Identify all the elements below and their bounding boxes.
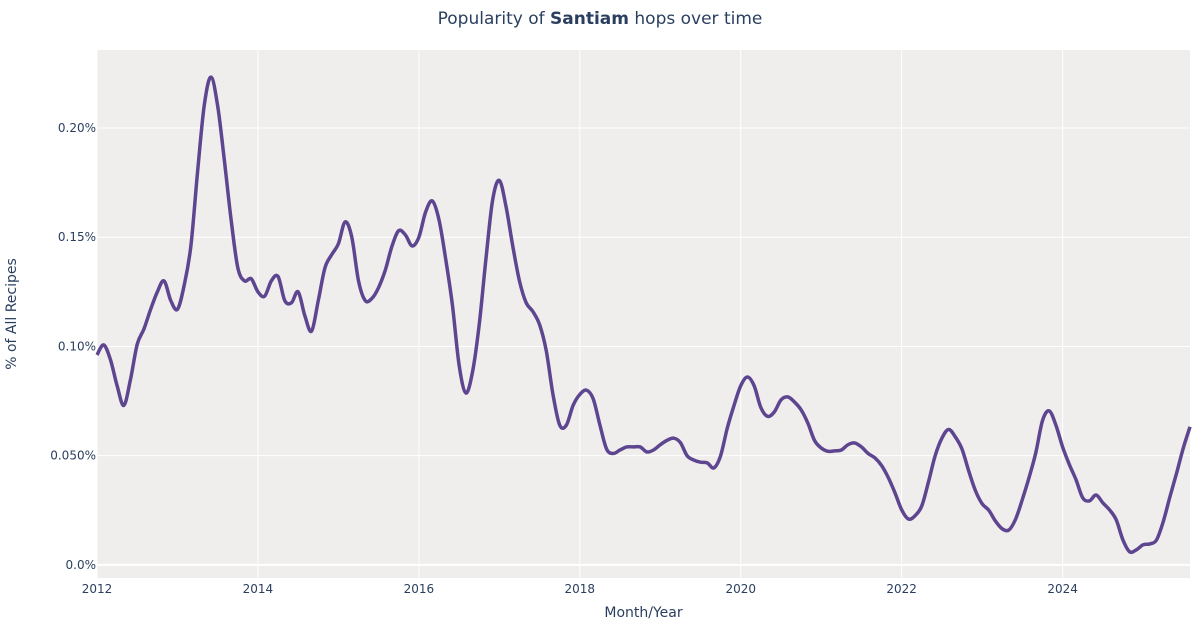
- y-tick-label: 0.20%: [58, 121, 96, 135]
- x-tick-label: 2022: [886, 582, 917, 596]
- x-tick-label: 2012: [82, 582, 113, 596]
- chart-title-hop-name: Santiam: [550, 9, 629, 29]
- y-tick-label: 0.050%: [50, 449, 96, 463]
- plot-area: [97, 50, 1190, 578]
- x-tick-label: 2016: [404, 582, 435, 596]
- y-tick-label: 0.10%: [58, 339, 96, 353]
- x-tick-label: 2018: [565, 582, 596, 596]
- chart-title: Popularity of Santiam hops over time: [0, 9, 1200, 29]
- chart-title-prefix: Popularity of: [437, 9, 551, 29]
- y-axis-label: % of All Recipes: [4, 258, 20, 370]
- y-tick-label: 0.15%: [58, 230, 96, 244]
- x-tick-label: 2020: [725, 582, 756, 596]
- x-axis-label: Month/Year: [604, 605, 683, 621]
- y-tick-label: 0.0%: [66, 558, 97, 572]
- x-tick-label: 2024: [1047, 582, 1078, 596]
- x-tick-label: 2014: [243, 582, 274, 596]
- chart-title-suffix: hops over time: [629, 9, 763, 29]
- series-line: [95, 75, 1192, 555]
